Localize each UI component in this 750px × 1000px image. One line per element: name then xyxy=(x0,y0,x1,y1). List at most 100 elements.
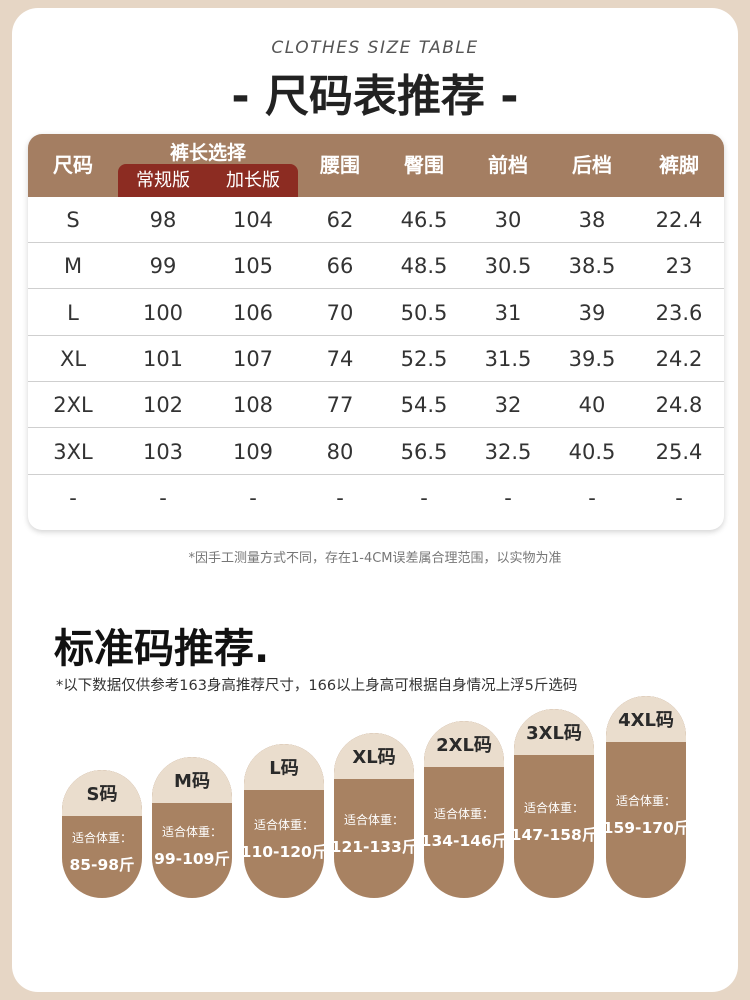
table-cell: 30.5 xyxy=(484,254,532,279)
table-cell: 56.5 xyxy=(400,439,448,464)
table-cell: 107 xyxy=(232,346,274,371)
table-row: M 99 105 66 48.5 30.5 38.5 23 xyxy=(28,243,724,290)
table-cell: 32.5 xyxy=(484,439,532,464)
page-title: - 尺码表推荐 - xyxy=(231,71,519,122)
pill-weight-range: 99-109斤 xyxy=(154,849,230,868)
table-cell: - xyxy=(588,485,596,510)
table-cell: 48.5 xyxy=(400,254,448,279)
table-cell: L xyxy=(67,300,79,325)
pill-fit-label: 适合体重： xyxy=(343,812,404,827)
length-subheader: 常规版 加长版 xyxy=(118,164,298,197)
col-back-rise: 后档 xyxy=(572,153,612,177)
table-cell: 77 xyxy=(326,393,354,418)
table-cell: 40.5 xyxy=(568,439,616,464)
table-cell: 105 xyxy=(232,254,274,279)
table-cell: 22.4 xyxy=(655,208,703,232)
measure-note: *因手工测量方式不同，存在1-4CM误差属合理范围，以实物为准 xyxy=(188,551,562,566)
table-cell: - xyxy=(69,485,77,510)
table-cell: 98 xyxy=(149,208,177,232)
size-pill: 3XL码 适合体重： 147-158斤 xyxy=(514,709,594,898)
table-cell: 102 xyxy=(142,393,184,418)
size-pill: L码 适合体重： 110-120斤 xyxy=(244,744,324,898)
size-pill: 2XL码 适合体重： 134-146斤 xyxy=(424,721,504,898)
table-cell: 101 xyxy=(142,346,184,371)
col-size: 尺码 xyxy=(53,153,93,177)
table-cell: 31.5 xyxy=(484,346,532,371)
table-cell: 39 xyxy=(578,300,606,325)
pill-weight-range: 110-120斤 xyxy=(244,843,324,861)
table-cell: 25.4 xyxy=(655,439,703,464)
table-row: L 100 106 70 50.5 31 39 23.6 xyxy=(28,290,724,336)
table-cell: - xyxy=(159,485,167,510)
table-cell: 24.2 xyxy=(655,346,703,371)
table-row: S 98 104 62 46.5 30 38 22.4 xyxy=(28,197,724,243)
table-cell: 30 xyxy=(494,208,522,232)
table-cell: 38.5 xyxy=(568,254,616,279)
pill-fit-label: 适合体重： xyxy=(615,794,676,808)
table-header: 尺码 裤长选择 常规版 加长版 腰围 臀围 前档 后档 裤脚 xyxy=(28,134,724,197)
table-cell: - xyxy=(504,485,512,510)
table-cell: 46.5 xyxy=(400,208,448,232)
table-cell: 109 xyxy=(232,439,274,464)
table-cell: 39.5 xyxy=(568,346,616,371)
recommend-title: 标准码推荐. xyxy=(54,626,270,672)
table-cell: 54.5 xyxy=(400,393,448,418)
table-row: -------- xyxy=(28,475,724,521)
pill-fit-label: 适合体重： xyxy=(161,824,222,839)
table-cell: S xyxy=(66,208,80,232)
size-pill: 4XL码 适合体重： 159-170斤 xyxy=(606,696,686,898)
table-row: 2XL 102 108 77 54.5 32 40 24.8 xyxy=(28,382,724,429)
table-cell: 23 xyxy=(665,254,693,279)
table-cell: M xyxy=(63,254,83,279)
table-cell: 80 xyxy=(326,439,354,464)
table-cell: 103 xyxy=(142,439,184,464)
col-length-group: 裤长选择 xyxy=(169,142,246,164)
size-table: 尺码 裤长选择 常规版 加长版 腰围 臀围 前档 后档 裤脚 S 98 104 62 4… xyxy=(28,134,724,530)
table-row: 3XL 103 109 80 56.5 32.5 40.5 25.4 xyxy=(28,429,724,475)
table-cell: - xyxy=(420,485,428,510)
size-pill: M码 适合体重： 99-109斤 xyxy=(152,757,232,898)
pill-weight-range: 147-158斤 xyxy=(514,825,594,844)
size-pill: XL码 适合体重： 121-133斤 xyxy=(334,733,414,898)
table-cell: 2XL xyxy=(53,393,93,418)
table-cell: 38 xyxy=(578,208,606,232)
table-cell: - xyxy=(336,485,344,510)
col-regular: 常规版 xyxy=(136,170,190,191)
col-leg-opening: 裤脚 xyxy=(659,153,699,177)
table-cell: XL xyxy=(59,346,87,371)
col-hip: 臀围 xyxy=(404,153,444,177)
table-cell: 104 xyxy=(232,208,274,232)
col-long: 加长版 xyxy=(226,170,280,191)
size-pill: S码 适合体重： 85-98斤 xyxy=(62,770,142,898)
pill-fit-label: 适合体重： xyxy=(253,818,314,832)
pill-fit-label: 适合体重： xyxy=(433,806,494,821)
table-cell: - xyxy=(675,485,683,510)
table-cell: 70 xyxy=(326,300,354,325)
table-cell: 23.6 xyxy=(655,300,703,325)
pill-fit-label: 适合体重： xyxy=(71,831,132,845)
pill-weight-range: 85-98斤 xyxy=(69,856,135,874)
page-subtitle: CLOTHES SIZE TABLE xyxy=(271,38,479,58)
table-cell: 62 xyxy=(326,208,354,232)
table-cell: 100 xyxy=(142,300,184,325)
table-cell: 108 xyxy=(232,393,274,418)
col-waist: 腰围 xyxy=(320,153,360,177)
table-cell: 99 xyxy=(149,254,177,279)
table-cell: 106 xyxy=(232,300,274,325)
pill-weight-range: 159-170斤 xyxy=(606,819,686,837)
table-cell: 52.5 xyxy=(400,346,448,371)
pill-weight-range: 134-146斤 xyxy=(424,831,504,850)
recommend-note: *以下数据仅供参考163身高推荐尺寸，166以上身高可根据自身情况上浮5斤选码 xyxy=(56,678,578,694)
table-cell: 66 xyxy=(326,254,354,279)
pill-fit-label: 适合体重： xyxy=(523,800,584,815)
table-cell: - xyxy=(249,485,257,510)
table-cell: 24.8 xyxy=(655,393,703,418)
pill-weight-range: 121-133斤 xyxy=(334,837,414,856)
table-row: XL 101 107 74 52.5 31.5 39.5 24.2 xyxy=(28,336,724,382)
col-front-rise: 前档 xyxy=(488,153,528,177)
table-cell: 31 xyxy=(494,300,522,325)
table-cell: 50.5 xyxy=(400,300,448,325)
table-cell: 32 xyxy=(494,393,522,418)
table-cell: 40 xyxy=(578,393,606,418)
table-cell: 3XL xyxy=(53,439,93,464)
